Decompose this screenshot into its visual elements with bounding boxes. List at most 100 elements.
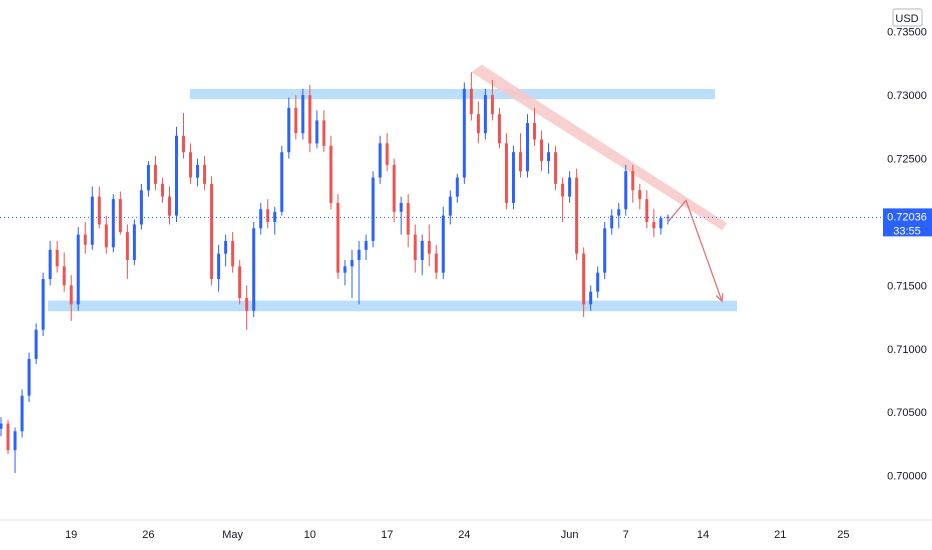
candle [336,194,340,280]
candle-body [441,215,445,273]
candle-body [624,171,628,210]
candle-body [392,164,396,212]
candle-body [139,190,143,225]
candle [146,161,150,197]
candle [406,194,410,248]
candle [350,249,354,299]
candle [603,221,607,280]
candle [659,215,663,235]
candle [287,97,291,159]
candle [118,191,122,235]
candle-body [217,253,221,280]
candle-body [343,266,347,273]
candle-body [224,240,228,254]
candle [160,177,164,203]
candle [497,107,501,149]
candle-body [160,183,164,197]
candle-body [385,143,389,165]
candle-body [645,199,649,222]
candle-body [69,285,73,305]
candle [652,209,656,238]
candle-body [34,329,38,359]
candle [210,176,214,286]
candle-body [659,218,663,229]
y-tick-label: 0.71500 [887,280,927,292]
x-tick-label: 17 [381,529,393,541]
candle-body [273,211,277,222]
candle [0,417,3,437]
candle-body [652,221,656,229]
candle-body [259,209,263,229]
candle [69,275,73,321]
candle-body [76,234,80,305]
candle-body [245,298,249,311]
y-axis[interactable]: 0.735000.730000.725000.720000.715000.710… [887,27,927,483]
candle-body [83,234,87,245]
candle [462,82,466,184]
candle [518,133,522,178]
candle [364,234,368,260]
candle-body [252,228,256,311]
candle-body [364,240,368,250]
candle-body [511,152,515,203]
candle-body [146,164,150,191]
candle-body [294,107,298,134]
candle [378,135,382,184]
candle [329,135,333,210]
candle [371,171,375,248]
y-tick-label: 0.71000 [887,344,927,356]
candle-body [589,291,593,305]
candle [41,272,45,337]
candle-body [231,240,235,267]
candle-body [617,209,621,216]
current-price-countdown: 33:55 [893,225,921,237]
candle [582,247,586,318]
candle [245,285,249,330]
candle [153,156,157,191]
support-zone [48,300,737,312]
candle-body [483,95,487,134]
currency-label: USD [895,13,918,25]
candle [175,126,178,222]
candle [638,183,642,210]
candle [34,323,38,364]
candle [589,285,593,311]
candle-body [603,228,607,273]
candle [441,206,445,280]
x-tick-label: May [222,529,243,541]
candle [490,79,494,121]
candle-body [490,95,494,115]
candle-body [582,253,586,305]
candle-body [315,120,319,144]
candle-body [497,114,501,144]
candle-body [97,196,101,225]
candle [125,224,129,280]
candle [434,244,438,280]
candle-body [357,249,361,260]
candle [624,164,628,216]
candle [280,145,284,216]
candle [315,110,319,149]
candles-layer [0,72,670,474]
candle [196,158,200,187]
candle [224,234,228,267]
x-axis[interactable]: 19 26 May 10 17 24 Jun 7 14 21 25 [65,529,849,541]
candle-body [638,190,642,200]
candle [596,266,600,299]
candle [631,164,635,203]
candle [97,186,101,229]
candle [504,133,508,210]
candle-body [434,253,438,273]
candle [104,215,108,254]
candle [483,88,487,140]
candle-body [266,209,270,222]
current-price-value: 0.72036 [887,211,927,223]
candle-body [455,177,459,197]
candle [27,352,31,403]
candle-body [125,232,129,260]
candle [540,130,544,172]
candle-body [371,177,375,241]
candle [62,252,66,292]
candle [427,224,431,267]
